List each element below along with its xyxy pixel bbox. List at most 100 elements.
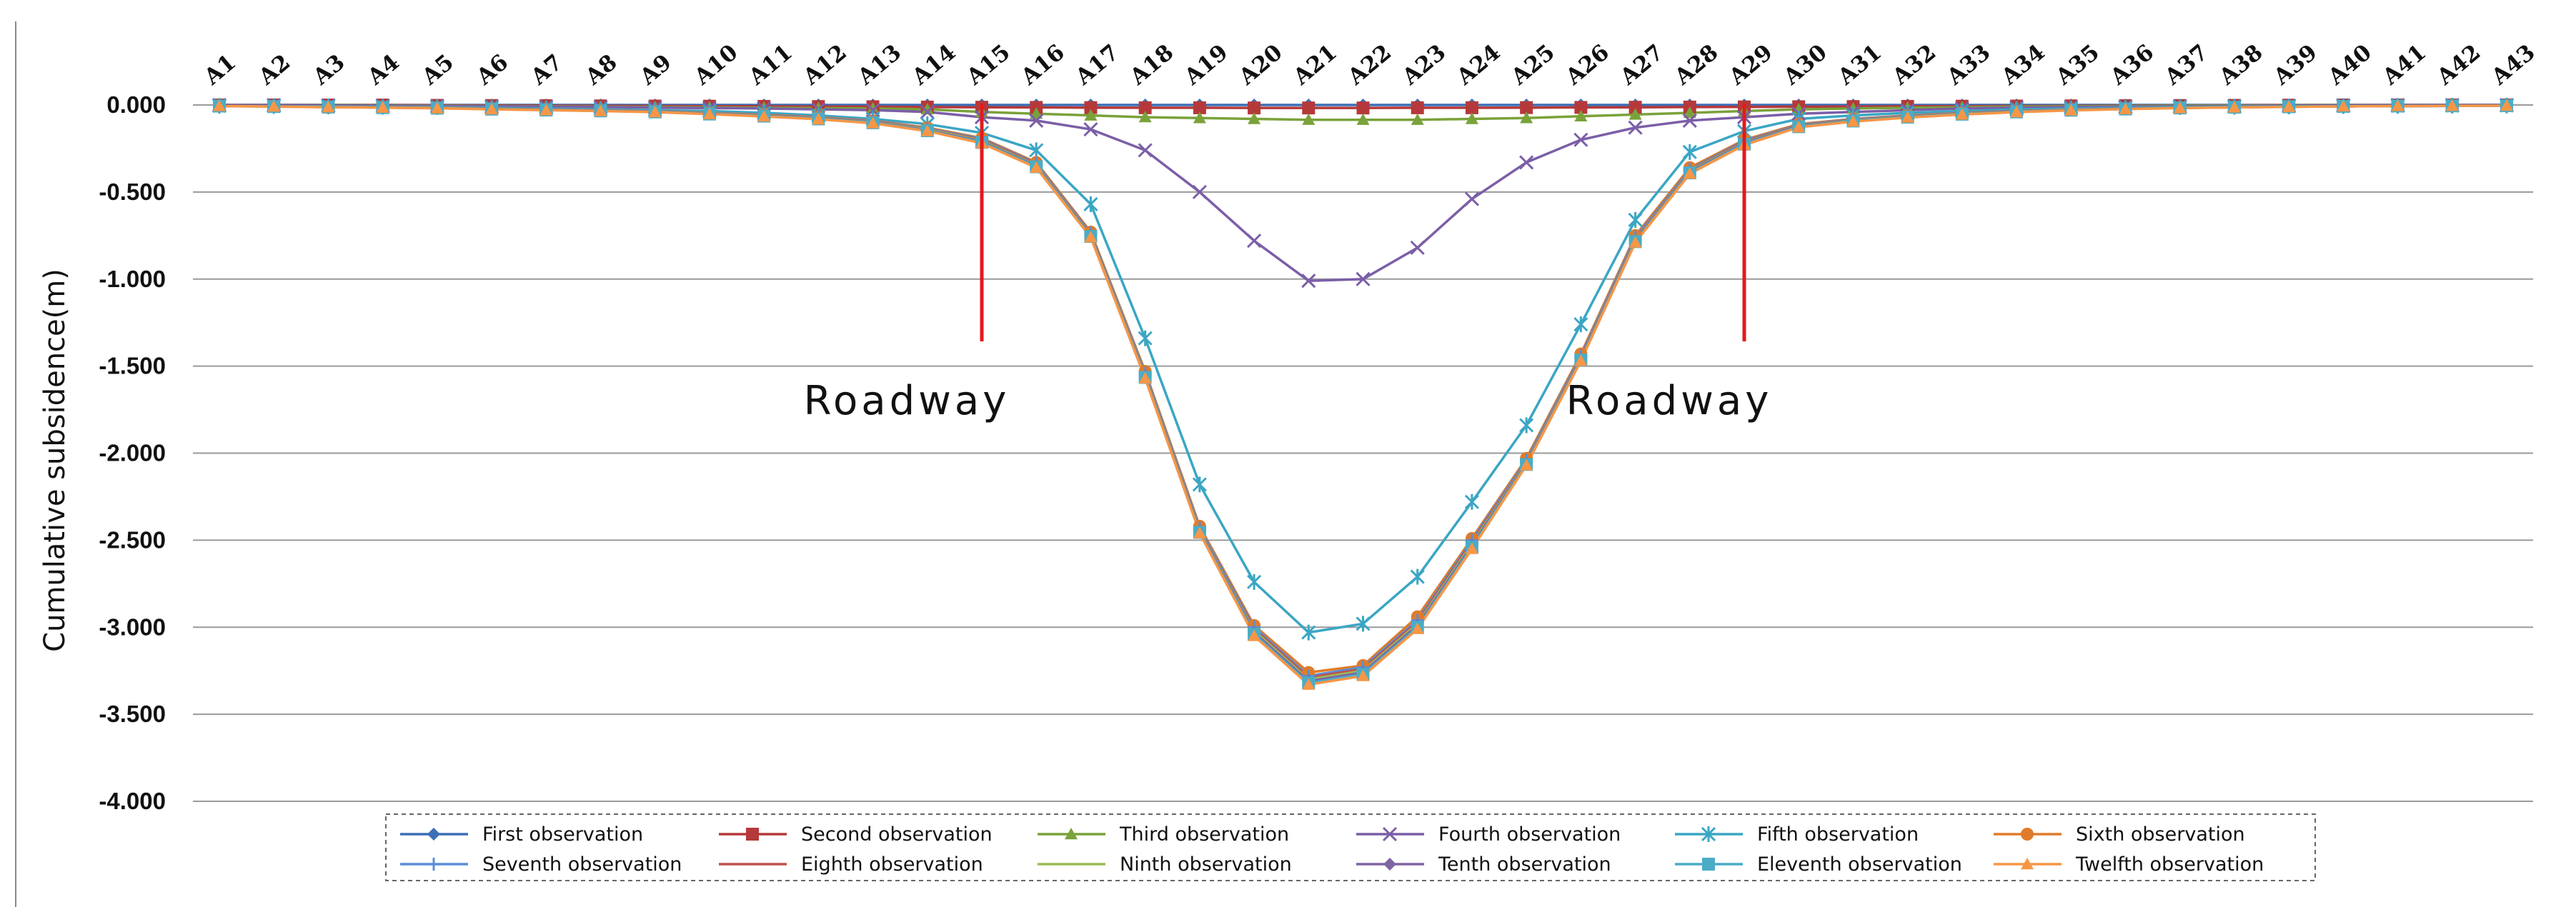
data-point-marker [702, 107, 716, 120]
series-markers-10 [213, 99, 2513, 688]
x-tick-labels: A1 A2 A3 A4 A5 A6 A7 A8 A9 A10 A11 A12 A13 A14 A15 A16 A… [199, 39, 2540, 90]
data-point-marker [2173, 101, 2187, 114]
x-tick-label: A3 [308, 49, 350, 91]
data-point-marker [1302, 113, 1316, 125]
x-tick-label: A23 [1397, 39, 1451, 90]
x-tick-label: A28 [1669, 39, 1723, 90]
data-point-marker [1084, 109, 1098, 121]
legend-label: Ninth observation [1120, 853, 1292, 876]
legend-label: Fifth observation [1757, 823, 1919, 846]
series-line-4 [219, 104, 2507, 282]
legend-label: Twelfth observation [2075, 853, 2264, 876]
data-point-marker [1682, 113, 1697, 128]
data-point-marker [1247, 573, 1262, 590]
data-point-marker [1683, 106, 1696, 119]
x-tick-label: A10 [689, 39, 742, 90]
series-markers-5 [212, 97, 2515, 641]
data-point-marker [1192, 476, 1207, 493]
data-point-marker [2391, 99, 2405, 111]
roadway-label: Roadway [1566, 378, 1773, 424]
x-tick-label: A27 [1615, 39, 1669, 90]
y-tick-label: -2.000 [99, 440, 166, 466]
data-point-marker [1410, 568, 1425, 585]
data-point-marker [812, 112, 825, 125]
series-markers-7 [213, 99, 2513, 683]
x-tick-label: A12 [798, 39, 852, 90]
data-point-marker [1628, 236, 1642, 248]
y-tick-labels: 0.000 -0.500 -1.000 -1.500 -2.000 -2.500 -3.00… [99, 91, 166, 814]
legend-label: First observation [482, 823, 643, 846]
data-point-marker [866, 116, 880, 129]
data-point-marker [1356, 113, 1370, 125]
series-markers-12 [213, 99, 2513, 690]
data-point-marker [1846, 115, 1860, 127]
roadway-annotations: Roadway Roadway [804, 104, 1773, 424]
data-point-marker [1520, 101, 1533, 114]
x-tick-label: A32 [1887, 39, 1941, 90]
data-point-marker [1084, 101, 1098, 114]
legend-item: First observation [400, 823, 643, 846]
data-point-marker [866, 101, 880, 114]
data-point-marker [1382, 826, 1398, 842]
data-point-marker [1301, 624, 1316, 641]
data-point-marker [594, 104, 607, 116]
data-point-marker [2337, 99, 2350, 112]
data-point-marker [648, 105, 662, 118]
data-point-marker [1901, 111, 1914, 123]
data-point-marker [746, 828, 759, 841]
data-point-marker [757, 110, 771, 122]
data-point-marker [1701, 826, 1716, 842]
data-point-marker [1411, 101, 1424, 114]
data-point-marker [1030, 161, 1043, 173]
data-point-marker [1410, 240, 1425, 255]
legend: First observation Second observation Third… [385, 813, 2316, 881]
x-tick-label: A41 [2377, 39, 2431, 90]
data-point-marker [1356, 669, 1370, 681]
x-tick-label: A18 [1125, 39, 1178, 90]
legend-item: Eighth observation [719, 853, 983, 876]
x-tick-label: A42 [2432, 39, 2485, 90]
x-tick-label: A38 [2214, 39, 2267, 90]
data-point-marker [1248, 629, 1261, 641]
data-point-marker [1573, 316, 1588, 333]
data-point-marker [920, 104, 935, 119]
legend-item: Fourth observation [1356, 823, 1621, 846]
y-tick-label: -1.500 [99, 353, 166, 379]
y-tick-label: -4.000 [99, 788, 166, 814]
data-point-marker [920, 124, 934, 136]
x-tick-label: A4 [362, 49, 404, 91]
series-markers-4 [212, 97, 2515, 289]
x-tick-label: A6 [471, 49, 513, 91]
data-point-marker [2500, 99, 2513, 111]
series-markers-11 [213, 99, 2513, 690]
x-tick-label: A22 [1343, 39, 1396, 90]
data-point-marker [812, 101, 825, 114]
data-point-marker [2021, 858, 2034, 870]
data-point-marker [1356, 616, 1371, 632]
x-tick-label: A39 [2268, 39, 2322, 90]
data-point-marker [2010, 105, 2024, 118]
x-tick-label: A13 [852, 39, 906, 90]
data-point-marker [2227, 101, 2241, 113]
legend-label: Fourth observation [1438, 823, 1621, 846]
x-tick-label: A17 [1070, 39, 1124, 90]
data-point-marker [1682, 144, 1697, 160]
data-point-marker [1628, 211, 1643, 228]
data-point-marker [1029, 142, 1044, 159]
x-tick-label: A35 [2051, 39, 2104, 90]
legend-item: Eleventh observation [1675, 853, 1962, 876]
data-point-marker [376, 101, 389, 113]
series-line-5 [219, 104, 2507, 634]
legend-label: Sixth observation [2076, 823, 2245, 846]
x-tick-label: A21 [1288, 39, 1342, 90]
legend-item: Twelfth observation [1994, 853, 2264, 876]
data-point-marker [1464, 191, 1479, 206]
x-tick-label: A20 [1233, 39, 1287, 90]
data-point-marker [1192, 184, 1207, 199]
data-point-marker [1628, 101, 1642, 114]
data-point-marker [1356, 101, 1370, 115]
data-point-marker [427, 828, 440, 841]
legend-label: Second observation [801, 823, 993, 846]
data-point-marker [2021, 828, 2034, 841]
data-point-marker [1574, 354, 1588, 366]
